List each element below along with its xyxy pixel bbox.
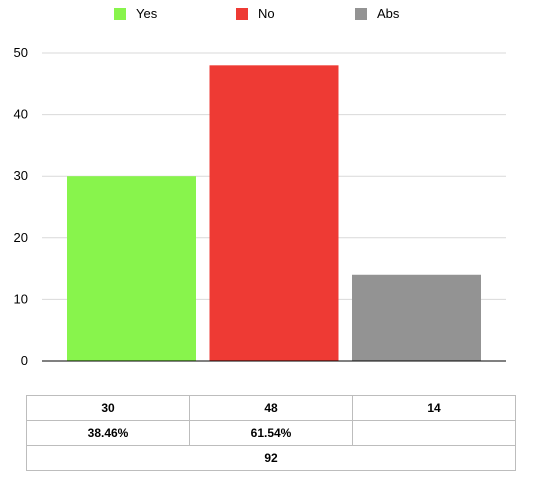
- legend-item-yes: Yes: [114, 6, 157, 21]
- count-cell-abs: 14: [352, 395, 516, 421]
- legend-swatch-no: [236, 7, 248, 20]
- y-tick-label: 20: [14, 230, 28, 245]
- y-tick-label: 10: [14, 291, 28, 306]
- percent-cell-no: 61.54%: [189, 420, 353, 446]
- legend-swatch-yes: [114, 7, 126, 20]
- total-cell: 92: [26, 445, 516, 471]
- legend-swatch-abs: [355, 7, 367, 20]
- y-tick-label: 0: [21, 353, 28, 368]
- count-cell-no: 48: [189, 395, 353, 421]
- bar-chart: 0 10 20 30 40 50: [14, 45, 506, 368]
- legend-label-no: No: [258, 6, 275, 21]
- count-cell-yes: 30: [26, 395, 190, 421]
- table-row: 30 48 14: [26, 395, 516, 421]
- bar-abs: [352, 274, 481, 361]
- bar-yes: [67, 176, 196, 361]
- table-row: 92: [26, 445, 516, 471]
- legend-label-abs: Abs: [377, 6, 400, 21]
- legend-item-abs: Abs: [355, 6, 399, 21]
- percent-cell-abs: [352, 420, 516, 446]
- summary-table: 30 48 14 38.46% 61.54% 92: [26, 395, 516, 471]
- chart-legend: Yes No Abs: [0, 6, 540, 26]
- bar-no: [209, 65, 339, 361]
- y-tick-label: 50: [14, 45, 28, 60]
- legend-item-no: No: [236, 6, 275, 21]
- percent-cell-yes: 38.46%: [26, 420, 190, 446]
- y-tick-label: 40: [14, 107, 28, 122]
- legend-label-yes: Yes: [136, 6, 158, 21]
- table-row: 38.46% 61.54%: [26, 420, 516, 446]
- y-tick-label: 30: [14, 168, 28, 183]
